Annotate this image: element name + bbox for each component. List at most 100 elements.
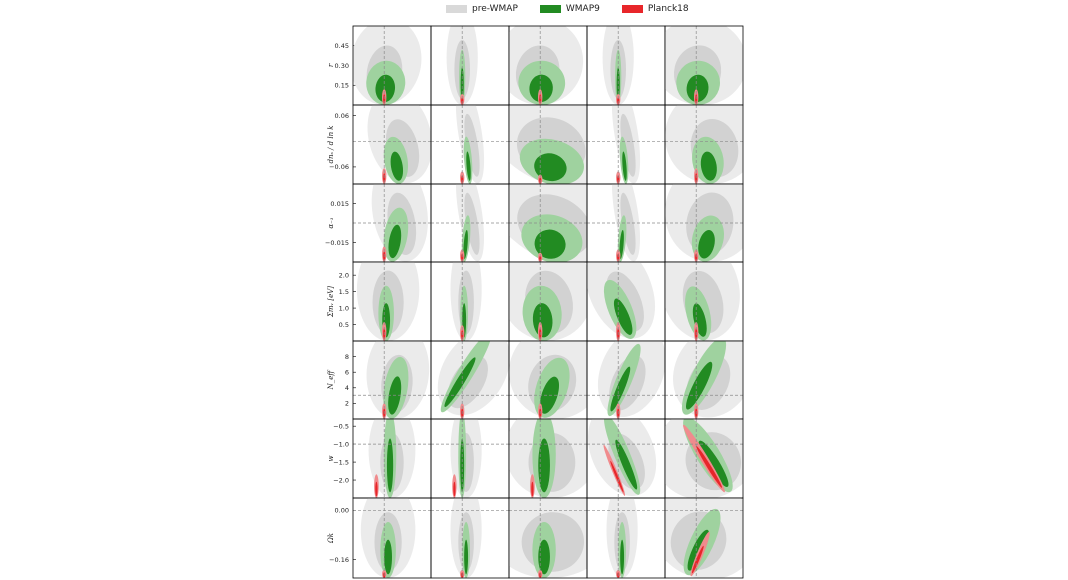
panel (508, 104, 588, 185)
wmap9-inner-contour (444, 357, 476, 407)
wmap9-inner-contour (686, 74, 709, 103)
pre-wmap-inner-contour (620, 192, 636, 255)
tick-label: 8 (345, 353, 349, 361)
tick-label: −0.16 (329, 556, 349, 564)
planck18-inner-contour (695, 173, 698, 183)
legend-label: WMAP9 (565, 4, 600, 14)
planck18-inner-contour (691, 545, 704, 574)
tick-label: 0.45 (335, 42, 349, 50)
wmap9-inner-contour (616, 67, 620, 102)
wmap9-inner-contour (464, 539, 469, 575)
tick-label: 1.5 (339, 288, 349, 296)
panel (352, 340, 432, 420)
panel (352, 497, 432, 579)
wmap9-inner-contour (386, 438, 394, 493)
planck18-inner-contour (617, 97, 620, 105)
planck18-inner-contour (383, 94, 386, 104)
tick-label: −1.5 (333, 458, 349, 466)
legend: pre-WMAP WMAP9 Planck18 (446, 2, 711, 16)
panel (430, 340, 510, 420)
planck18-inner-contour (461, 97, 464, 105)
planck18-inner-contour (375, 481, 378, 497)
pre-wmap-inner-contour (620, 113, 636, 177)
wmap9-inner-contour (532, 303, 553, 338)
y-axis-label: dnₛ / d ln k (327, 125, 335, 163)
planck18-inner-contour (531, 481, 534, 497)
wmap9-inner-contour (463, 229, 468, 259)
panel (352, 261, 432, 342)
wmap9-inner-contour (610, 366, 631, 412)
panel (352, 418, 432, 499)
y-axis-label: Σmᵥ [eV] (327, 286, 335, 318)
wmap9-inner-contour (685, 361, 713, 410)
pre-wmap-inner-contour (464, 192, 480, 255)
panel (508, 25, 588, 106)
wmap9-inner-contour (692, 303, 707, 337)
planck18-inner-contour (696, 446, 723, 488)
wmap9-inner-contour (529, 74, 553, 103)
wmap9-inner-contour (619, 229, 624, 259)
wmap9-inner-contour (388, 224, 402, 259)
tick-label: 0.15 (335, 82, 349, 90)
legend-label: pre-WMAP (472, 4, 518, 14)
wmap9-inner-contour (698, 440, 729, 487)
planck18-inner-contour (695, 94, 698, 104)
tick-label: −0.5 (333, 422, 349, 430)
wmap9-inner-contour (622, 151, 627, 181)
panel (430, 418, 510, 499)
tick-label: 0.30 (335, 62, 349, 70)
wmap9-inner-contour (460, 67, 464, 102)
tick-label: −2.0 (333, 476, 349, 484)
tick-label: 1.0 (339, 304, 349, 312)
panel (664, 340, 744, 420)
legend-item: Planck18 (621, 4, 689, 14)
planck18-inner-contour (695, 253, 698, 262)
y-axis-label: r (327, 63, 335, 67)
tick-label: 0.015 (330, 200, 349, 208)
wmap9-inner-contour (538, 539, 550, 575)
panel (586, 418, 666, 499)
panel (664, 418, 744, 499)
wmap9-inner-contour (613, 298, 633, 335)
panel (586, 25, 666, 106)
pre-wmap-inner-contour (464, 113, 480, 177)
panel (586, 340, 666, 420)
y-axis-label: Ωk (327, 533, 335, 544)
panel (508, 497, 588, 579)
tick-label: −0.06 (329, 163, 349, 171)
wmap9-inner-contour (384, 539, 392, 575)
wmap9-inner-contour (700, 151, 717, 181)
wmap9-inner-contour (615, 439, 638, 490)
legend-swatch (621, 5, 643, 13)
wmap9-inner-contour (698, 230, 715, 259)
planck18-inner-contour (539, 255, 542, 262)
planck18-inner-contour (617, 253, 620, 262)
panel (586, 497, 666, 579)
wmap9-inner-contour (538, 438, 550, 493)
panel (664, 497, 744, 579)
planck18-inner-contour (453, 481, 456, 497)
wmap9-inner-contour (534, 153, 567, 182)
planck18-inner-contour (617, 175, 620, 184)
tick-label: −0.015 (325, 239, 349, 247)
planck18-inner-contour (461, 253, 464, 262)
tick-label: 6 (345, 369, 349, 377)
panel (664, 25, 744, 106)
y-axis-label: w (327, 456, 335, 462)
tick-label: 2.0 (339, 271, 349, 279)
tick-label: 0.06 (335, 112, 349, 120)
legend-swatch (539, 5, 561, 13)
wmap9-inner-contour (534, 229, 566, 259)
y-axis-label: N_eff (327, 370, 335, 391)
panel (430, 497, 510, 579)
wmap9-inner-contour (466, 151, 471, 181)
panel (352, 25, 432, 106)
tick-label: −1.0 (333, 440, 349, 448)
planck18-inner-contour (461, 175, 464, 184)
panel (664, 183, 744, 263)
panel (508, 340, 588, 420)
planck18-inner-contour (539, 94, 542, 104)
legend-item: WMAP9 (539, 4, 600, 14)
panel (352, 104, 432, 185)
